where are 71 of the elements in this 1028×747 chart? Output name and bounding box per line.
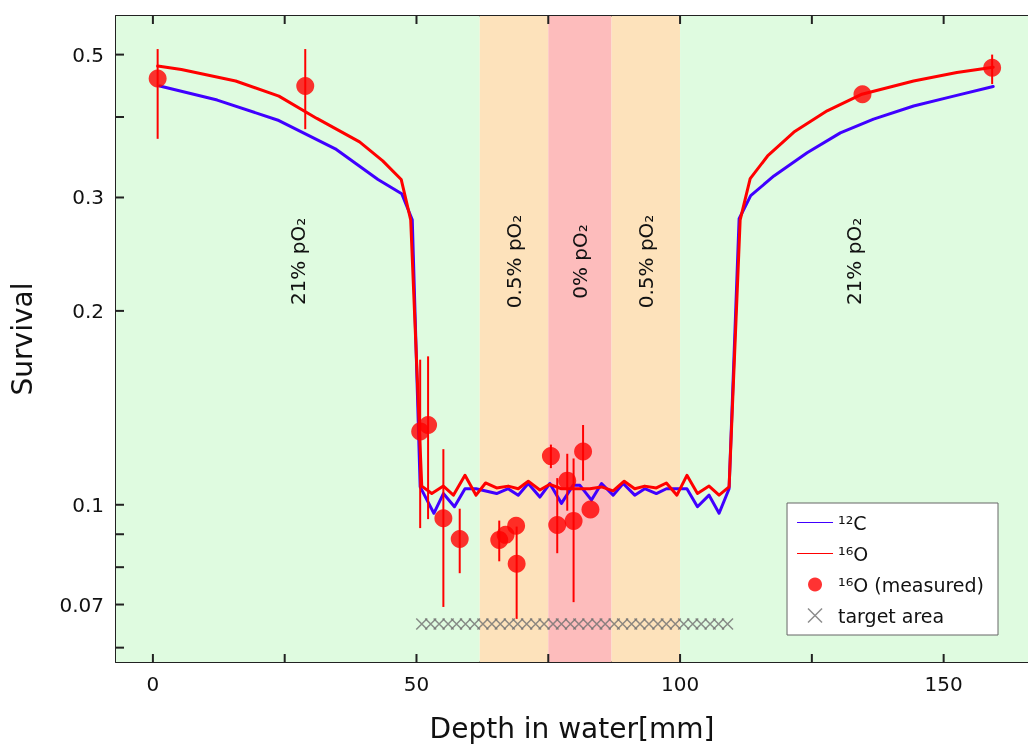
y-tick-label: 0.07 (59, 592, 104, 617)
point (590, 617, 604, 631)
point (485, 617, 499, 631)
point (983, 58, 1002, 77)
legend-label: ¹⁶O (measured) (838, 573, 985, 596)
point (459, 617, 472, 631)
legend-label: target area (838, 604, 945, 627)
point (625, 617, 638, 631)
y-tick-label: 0.2 (72, 298, 104, 323)
point (148, 69, 167, 88)
band-label: 0% pO₂ (567, 224, 592, 299)
y-tick-label: 0.5 (72, 42, 104, 67)
band-label: 21% pO₂ (285, 217, 310, 306)
point (424, 617, 437, 631)
point (441, 617, 455, 631)
x-tick-label: 150 (924, 672, 963, 696)
point (503, 617, 516, 631)
point (511, 617, 524, 631)
point (642, 617, 656, 631)
point (633, 617, 647, 631)
y-tick-label: 0.3 (72, 185, 104, 210)
point (677, 617, 691, 631)
point (415, 617, 429, 631)
point (450, 617, 463, 631)
y-axis-title: Survival (5, 282, 39, 396)
point (721, 617, 734, 631)
point (581, 617, 595, 631)
x-tick-label: 100 (660, 672, 700, 696)
legend-label: ¹²C (838, 511, 867, 534)
point (419, 416, 438, 434)
band-label: 21% pO₂ (842, 217, 867, 306)
point (468, 617, 481, 631)
point (686, 617, 699, 631)
point (564, 511, 583, 530)
point (529, 617, 542, 631)
point (712, 617, 725, 631)
point (537, 617, 551, 631)
point (541, 447, 560, 466)
point (434, 509, 453, 528)
point (651, 617, 665, 631)
point (558, 471, 577, 490)
point (494, 617, 507, 631)
point (607, 617, 621, 631)
point (507, 554, 526, 573)
y-tick-label: 0.1 (72, 492, 104, 517)
point (555, 617, 568, 631)
point (450, 529, 469, 548)
point (507, 516, 526, 535)
point (694, 617, 708, 631)
band-label: 0.5% pO₂ (633, 214, 658, 309)
point (564, 617, 577, 631)
point (574, 442, 593, 461)
point (669, 617, 682, 631)
point (520, 617, 533, 631)
legend-label: ¹⁶O (838, 542, 869, 565)
x-tick-label: 0 (146, 672, 160, 696)
x-axis-title: Depth in water[mm] (429, 711, 715, 745)
point (660, 617, 673, 631)
band-label: 0.5% pO₂ (502, 214, 527, 309)
point (616, 617, 629, 631)
point (853, 85, 872, 104)
x-tick-label: 50 (403, 672, 430, 696)
point (703, 617, 717, 631)
point (546, 617, 560, 631)
point (296, 76, 315, 95)
point (572, 617, 586, 631)
point (581, 500, 600, 519)
point (548, 516, 567, 535)
point (598, 617, 612, 631)
point (476, 617, 490, 631)
point (432, 617, 446, 631)
